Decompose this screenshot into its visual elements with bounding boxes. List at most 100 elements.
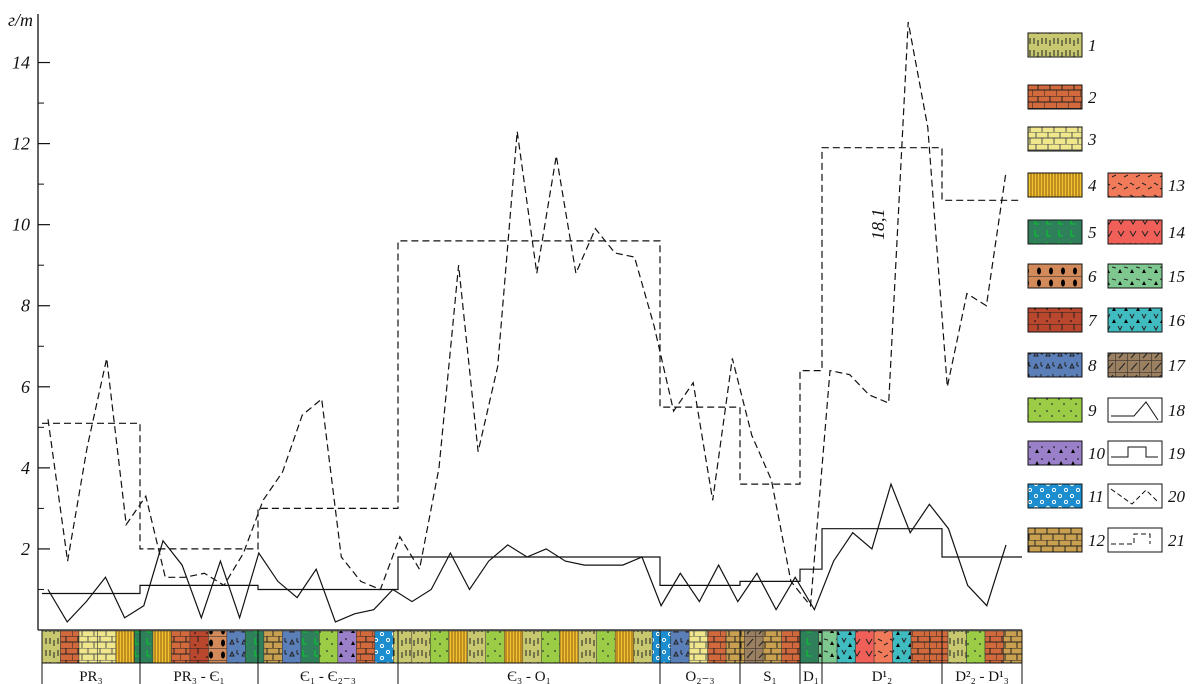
strata-column-2 [171, 630, 191, 664]
series-dashed-step [42, 147, 1022, 550]
strata-column-15 [818, 630, 838, 664]
strata-column-10 [337, 630, 357, 664]
legend-num-20: 20 [1168, 487, 1186, 506]
legend-num-2: 2 [1088, 88, 1097, 107]
strata-column-5 [799, 630, 819, 664]
legend-item-17: 17 [1107, 352, 1187, 378]
strata-column-1 [577, 630, 597, 664]
strata-column-1 [41, 630, 61, 664]
annotation-18-1: 18,1 [868, 209, 888, 241]
strata-column-5 [134, 630, 154, 664]
period-label: D₁ [803, 669, 819, 684]
legend-item-6: 6 [1027, 263, 1097, 289]
strata-column-1 [393, 630, 413, 664]
strata-column-8 [670, 630, 690, 664]
legend-num-1: 1 [1088, 36, 1097, 55]
legend-item-18: 18 [1107, 397, 1186, 423]
y-tick-label-12: 12 [12, 134, 30, 154]
y-tick-label-4: 4 [21, 458, 30, 478]
strata-column-14 [855, 630, 875, 664]
legend-item-8: 8 [1027, 352, 1097, 378]
legend-num-7: 7 [1088, 311, 1098, 330]
strata-column-2 [929, 630, 949, 664]
legend-item-13: 13 [1107, 172, 1185, 198]
period-label: D¹₂ [872, 669, 893, 684]
strata-column-8 [282, 630, 302, 664]
legend-num-9: 9 [1088, 401, 1097, 420]
period-label: PR₃ - Є₁ [173, 669, 224, 684]
y-tick-label-8: 8 [21, 296, 30, 316]
strata-column-11 [374, 630, 394, 664]
strata-column-2 [707, 630, 727, 664]
strata-column-16 [836, 630, 856, 664]
strata-column-16 [892, 630, 912, 664]
legend-num-4: 4 [1088, 176, 1097, 195]
legend-item-9: 9 [1027, 397, 1097, 423]
strata-column-11 [651, 630, 671, 664]
strata-column-4 [448, 630, 468, 664]
strata-column-8 [226, 630, 246, 664]
y-tick-label-14: 14 [12, 53, 30, 73]
strata-column-9 [485, 630, 505, 664]
strata-column-2 [910, 630, 930, 664]
legend-num-18: 18 [1168, 401, 1186, 420]
legend-item-16: 16 [1107, 307, 1186, 333]
legend-num-3: 3 [1087, 130, 1097, 149]
legend-num-8: 8 [1088, 356, 1097, 375]
legend-item-4: 4 [1027, 172, 1097, 198]
legend-item-5: 5 [1027, 219, 1097, 245]
strata-column-1 [467, 630, 487, 664]
strata-column-1 [947, 630, 967, 664]
legend-item-10: 10 [1027, 440, 1106, 466]
axes: г/т [8, 10, 1022, 631]
strata-column-13 [873, 630, 893, 664]
legend-num-15: 15 [1168, 267, 1185, 286]
strata-column-9 [966, 630, 986, 664]
period-label: Є₃ - O₁ [507, 669, 551, 684]
legend-num-14: 14 [1168, 223, 1186, 242]
lithology-column [41, 630, 1023, 664]
legend-item-12: 12 [1027, 527, 1106, 553]
y-tick-label-2: 2 [21, 539, 30, 559]
series-solid [47, 482, 1007, 623]
y-tick-label-10: 10 [12, 215, 30, 235]
legend-item-14: 14 [1107, 219, 1186, 245]
strata-column-1 [633, 630, 653, 664]
strata-column-17 [744, 630, 764, 664]
strata-column-4 [504, 630, 524, 664]
strata-column-3 [78, 630, 98, 664]
y-ticks: 2 4 6 8 10 12 14 [12, 53, 50, 590]
legend-num-13: 13 [1168, 176, 1185, 195]
legend-num-11: 11 [1088, 487, 1104, 506]
period-label: PR₃ [79, 669, 103, 684]
strata-column-12 [1003, 630, 1023, 664]
strata-column-9 [596, 630, 616, 664]
series-solid-step [42, 528, 1022, 595]
strata-column-12 [725, 630, 745, 664]
legend-item-20: 20 [1107, 483, 1186, 509]
strata-column-3 [688, 630, 708, 664]
legend-item-21: 21 [1107, 527, 1185, 553]
legend-item-11: 11 [1027, 483, 1104, 509]
legend-item-2: 2 [1027, 84, 1097, 110]
strata-column-7 [189, 630, 209, 664]
strata-column-2 [356, 630, 376, 664]
strata-column-6 [208, 630, 228, 664]
legend-item-19: 19 [1107, 440, 1186, 466]
strata-column-2 [984, 630, 1004, 664]
period-label: S₁ [763, 669, 777, 684]
y-tick-label-6: 6 [21, 377, 30, 397]
legend-num-5: 5 [1088, 223, 1097, 242]
legend-num-12: 12 [1088, 531, 1106, 550]
period-label: O₂₋₃ [685, 669, 714, 684]
period-axis: PR₃ PR₃ - Є₁ Є₁ - Є₂₋₃ Є₃ - O₁ O₂₋₃ S₁ D₁ D¹₂ D²… [41, 630, 1023, 684]
strata-column-9 [319, 630, 339, 664]
strata-column-3 [97, 630, 117, 664]
legend-item-3: 3 [1027, 126, 1097, 152]
strata-column-9 [430, 630, 450, 664]
strata-column-1 [522, 630, 542, 664]
strata-column-2 [60, 630, 80, 664]
strata-column-4 [152, 630, 172, 664]
